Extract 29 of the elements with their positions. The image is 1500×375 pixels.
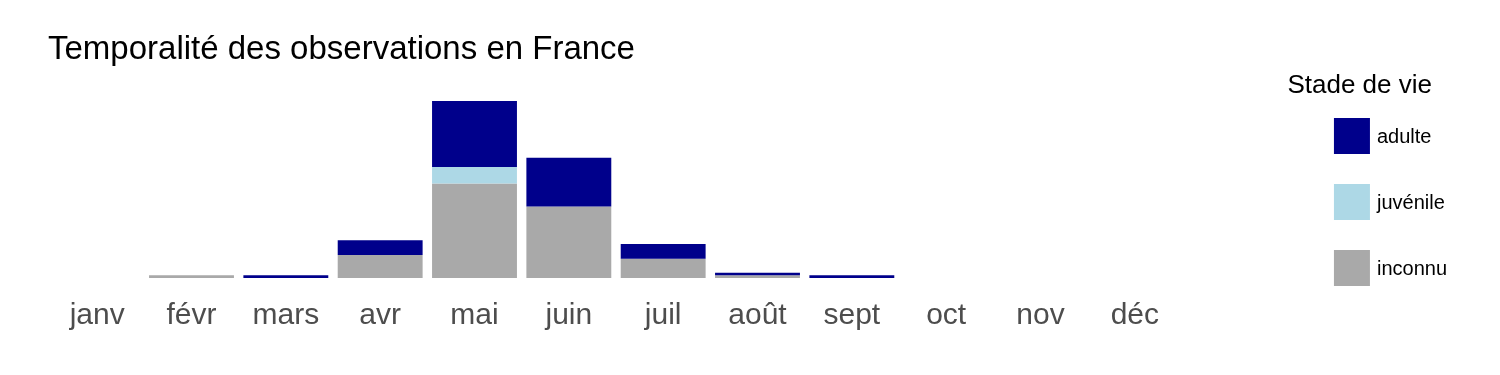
x-tick-label: mars — [252, 296, 320, 330]
chart-title: Temporalité des observations en France — [48, 29, 635, 66]
x-tick-label: janv — [68, 296, 125, 330]
bar — [337, 254, 423, 278]
bar — [526, 157, 612, 207]
bar — [149, 275, 234, 278]
legend-label: adulte — [1376, 125, 1432, 147]
x-tick-label: oct — [926, 296, 967, 330]
x-tick-label: févr — [166, 296, 217, 330]
x-tick-label: avr — [359, 296, 402, 330]
bar — [809, 275, 895, 278]
x-tick-label: sept — [823, 296, 881, 330]
bar — [432, 183, 517, 278]
x-tick-label: nov — [1016, 296, 1065, 330]
legend-title: Stade de vie — [1287, 69, 1433, 99]
legend-label: juvénile — [1375, 191, 1445, 213]
bar — [432, 101, 517, 168]
x-tick-label: juin — [544, 296, 593, 330]
bar — [526, 206, 612, 278]
bar — [620, 244, 706, 259]
bar — [620, 258, 706, 278]
x-tick-label: déc — [1110, 296, 1160, 330]
bar — [243, 275, 329, 278]
bar — [337, 240, 423, 255]
x-tick-label: août — [728, 296, 788, 330]
legend-label: inconnu — [1376, 257, 1447, 279]
x-tick-label: juil — [643, 296, 682, 330]
bar — [432, 167, 517, 184]
x-tick-label: mai — [450, 296, 499, 330]
